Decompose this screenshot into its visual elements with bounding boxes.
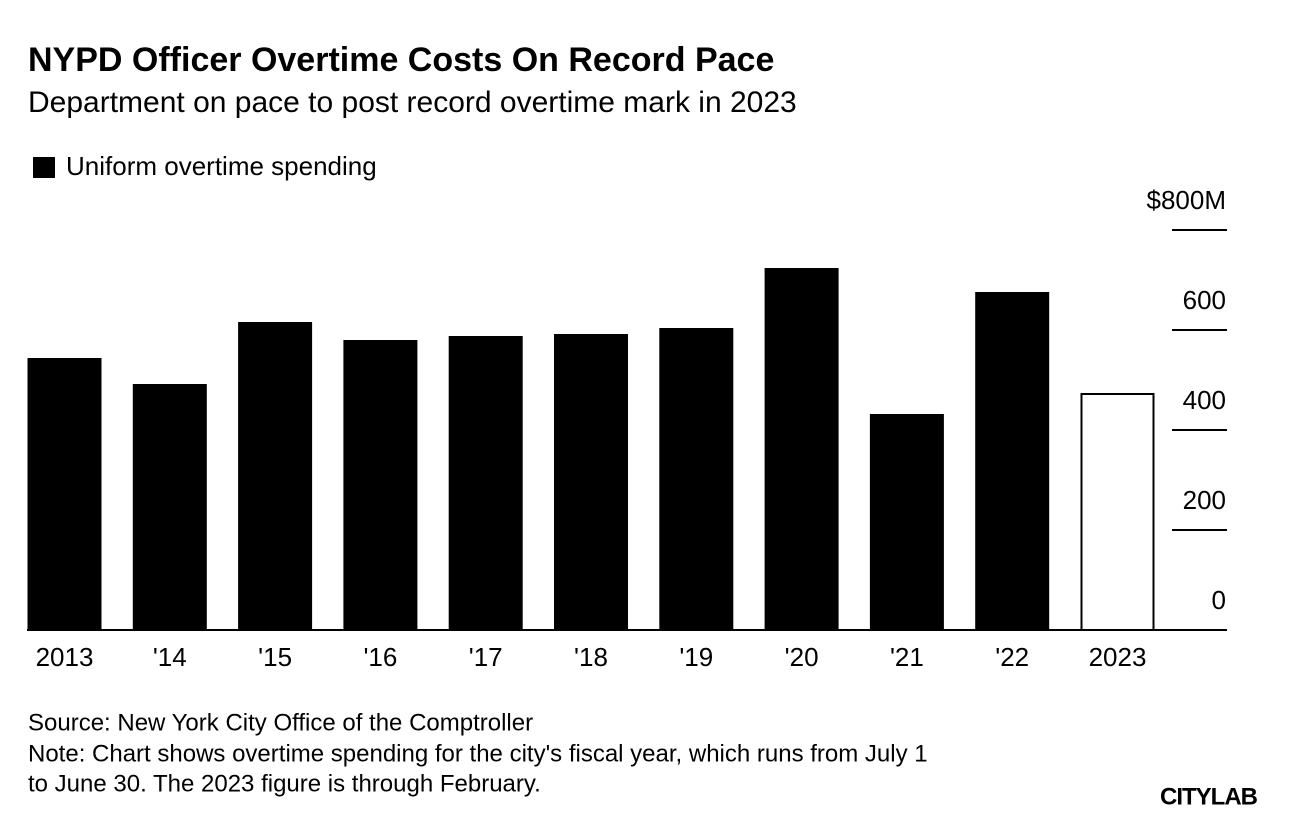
bar: [659, 328, 734, 631]
bar: [448, 336, 523, 631]
bar: [132, 384, 207, 631]
chart-title: NYPD Officer Overtime Costs On Record Pa…: [28, 41, 774, 79]
bar: [1080, 393, 1155, 631]
x-tick-label: '19: [679, 642, 713, 672]
x-tick-label: 2023: [1089, 642, 1147, 672]
bar: [869, 414, 944, 631]
legend-label: Uniform overtime spending: [66, 151, 377, 181]
y-tick-label: 200: [1183, 485, 1226, 515]
y-tick-label: $800M: [1147, 185, 1227, 215]
y-tick-label: 400: [1183, 385, 1226, 415]
source: Source: New York City Office of the Comp…: [28, 709, 533, 736]
bar: [27, 358, 102, 631]
y-tick-label: 0: [1212, 585, 1226, 615]
bar: [975, 292, 1050, 631]
brand: CITYLAB: [1160, 783, 1258, 810]
x-tick-label: '15: [258, 642, 292, 672]
bar: [238, 322, 313, 631]
x-tick-label: '22: [995, 642, 1029, 672]
bar: [764, 268, 839, 631]
x-tick-label: '16: [363, 642, 397, 672]
note: Note: Chart shows overtime spending for …: [28, 740, 928, 767]
x-tick-label: '14: [153, 642, 187, 672]
x-tick-label: '20: [785, 642, 819, 672]
note: to June 30. The 2023 figure is through F…: [28, 770, 541, 797]
bar: [343, 340, 418, 631]
x-tick-label: '18: [574, 642, 608, 672]
y-tick-label: 600: [1183, 285, 1226, 315]
x-tick-label: '17: [469, 642, 503, 672]
chart-subtitle: Department on pace to post record overti…: [28, 86, 797, 119]
legend-swatch: [33, 157, 55, 178]
bar: [554, 334, 628, 631]
x-tick-label: 2013: [36, 642, 94, 672]
x-tick-label: '21: [890, 642, 924, 672]
